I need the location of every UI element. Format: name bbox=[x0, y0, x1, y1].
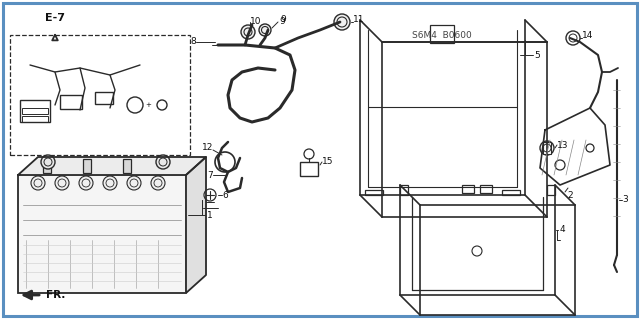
Bar bbox=[60, 95, 82, 109]
Text: 13: 13 bbox=[557, 140, 568, 150]
Text: 15: 15 bbox=[322, 158, 333, 167]
Text: 1: 1 bbox=[207, 211, 212, 219]
Text: FR.: FR. bbox=[46, 290, 65, 300]
Circle shape bbox=[127, 176, 141, 190]
Text: 2: 2 bbox=[567, 190, 573, 199]
Text: 8: 8 bbox=[190, 38, 196, 47]
Text: +: + bbox=[145, 102, 151, 108]
Circle shape bbox=[566, 31, 580, 45]
Circle shape bbox=[241, 25, 255, 39]
Text: 10: 10 bbox=[250, 18, 262, 26]
Circle shape bbox=[540, 141, 554, 155]
Circle shape bbox=[151, 176, 165, 190]
Circle shape bbox=[156, 155, 170, 169]
Circle shape bbox=[55, 176, 69, 190]
Text: S6M4  B0600: S6M4 B0600 bbox=[412, 32, 472, 41]
Bar bbox=[543, 142, 551, 154]
Bar bbox=[22, 116, 48, 122]
Text: 3: 3 bbox=[622, 196, 628, 204]
Bar bbox=[430, 25, 454, 43]
Text: 4: 4 bbox=[560, 226, 566, 234]
Text: 14: 14 bbox=[582, 31, 593, 40]
Text: 11: 11 bbox=[353, 16, 365, 25]
Text: 6: 6 bbox=[222, 190, 228, 199]
Bar bbox=[300, 162, 318, 176]
Bar bbox=[20, 100, 50, 122]
Bar bbox=[43, 159, 51, 173]
Bar bbox=[18, 175, 186, 293]
Circle shape bbox=[103, 176, 117, 190]
Bar bbox=[95, 92, 113, 104]
Bar bbox=[547, 185, 555, 195]
Bar bbox=[400, 185, 408, 195]
Text: 12: 12 bbox=[202, 144, 213, 152]
Bar bbox=[502, 190, 520, 195]
Bar bbox=[10, 35, 190, 155]
Bar bbox=[83, 159, 91, 173]
Text: 5: 5 bbox=[534, 50, 540, 60]
Polygon shape bbox=[18, 157, 206, 175]
Bar bbox=[22, 108, 48, 114]
Circle shape bbox=[41, 155, 55, 169]
Bar bbox=[480, 185, 492, 193]
Text: 7: 7 bbox=[207, 170, 213, 180]
Bar bbox=[123, 159, 131, 173]
Circle shape bbox=[79, 176, 93, 190]
Text: E-7: E-7 bbox=[45, 13, 65, 23]
Text: 9: 9 bbox=[280, 16, 285, 25]
Circle shape bbox=[259, 24, 271, 36]
Bar bbox=[365, 190, 383, 195]
Circle shape bbox=[334, 14, 350, 30]
Circle shape bbox=[204, 189, 216, 201]
Text: 9: 9 bbox=[279, 18, 285, 26]
Polygon shape bbox=[186, 157, 206, 293]
Circle shape bbox=[31, 176, 45, 190]
Bar bbox=[462, 185, 474, 193]
